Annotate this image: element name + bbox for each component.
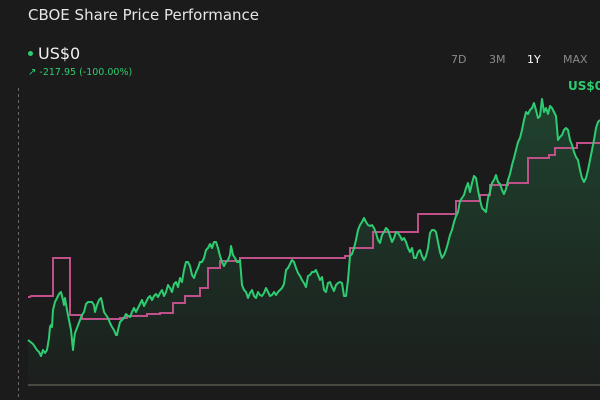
price-change-value: -217.95 (-100.00%) (39, 67, 133, 78)
current-price: US$0 (38, 44, 81, 63)
period-tabs: 7D 3M 1Y MAX (451, 53, 599, 66)
price-change: ↗ -217.95 (-100.00%) (28, 67, 132, 78)
arrow-up-right-icon: ↗ (28, 67, 37, 78)
current-price-row: US$0 (28, 44, 80, 63)
price-area-fill (28, 99, 600, 385)
chart-title: CBOE Share Price Performance (28, 6, 260, 24)
tab-max[interactable]: MAX (563, 53, 588, 66)
tab-7d[interactable]: 7D (451, 53, 467, 66)
tab-3m[interactable]: 3M (489, 53, 506, 66)
price-dot-icon (28, 51, 33, 56)
price-line[interactable] (27, 98, 600, 357)
tab-1y[interactable]: 1Y (527, 53, 541, 66)
price-end-label: US$0 (568, 79, 600, 93)
